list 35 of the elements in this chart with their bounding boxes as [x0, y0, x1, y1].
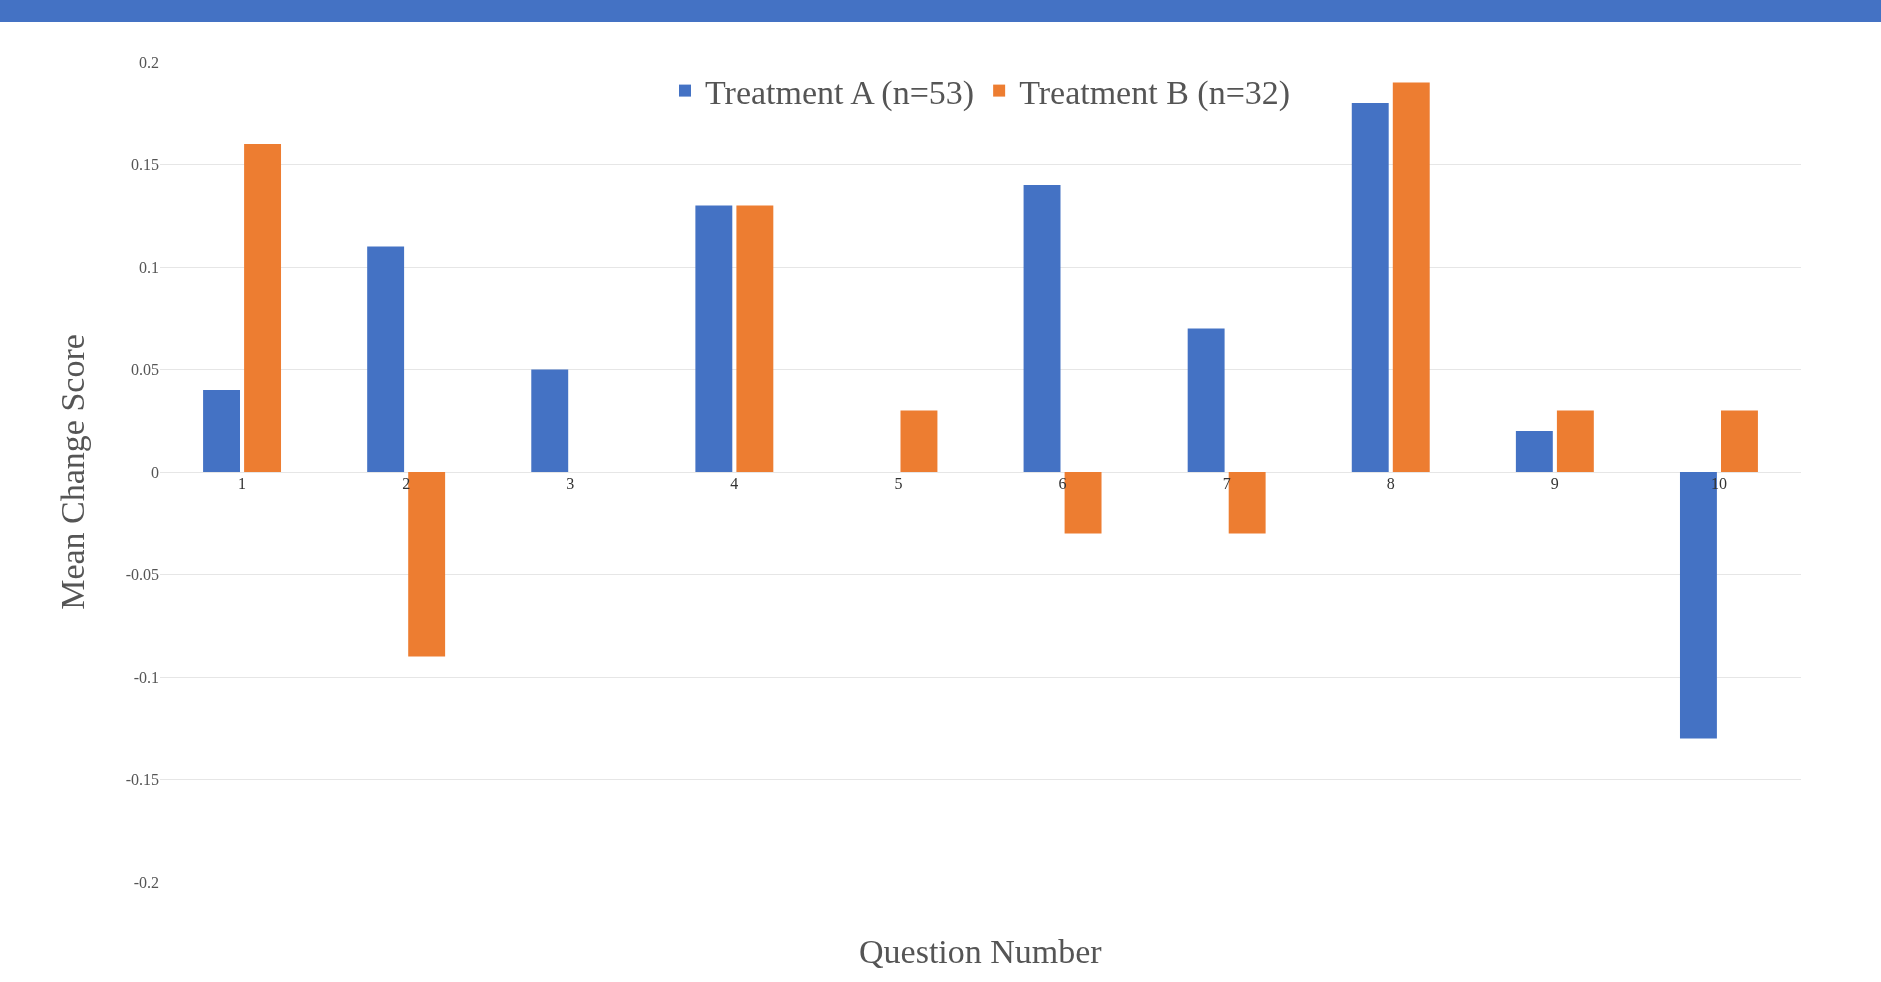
x-tick-label: 8 [1386, 475, 1395, 492]
bar [1351, 103, 1389, 472]
bar [1721, 410, 1758, 472]
bar [900, 410, 938, 472]
y-tick-label: -0.1 [133, 668, 159, 686]
x-tick-label: 3 [566, 475, 575, 492]
bar [1515, 431, 1553, 472]
y-tick-label: 0.15 [131, 156, 159, 174]
y-tick-label: -0.15 [125, 771, 159, 789]
bar [736, 205, 774, 472]
legend-label: Treatment B (n=32) [1019, 73, 1291, 112]
x-tick-label: 5 [894, 475, 903, 492]
bar [1023, 185, 1061, 472]
y-tick-label: -0.05 [125, 566, 159, 584]
bar [203, 390, 240, 472]
x-tick-label: 4 [730, 475, 739, 492]
bar [408, 472, 446, 657]
y-tick-label: 0.2 [139, 53, 159, 71]
bar [695, 205, 733, 472]
y-axis-title: Mean Change Score [54, 334, 92, 610]
y-tick-label: -0.2 [133, 873, 159, 891]
x-tick-label: 9 [1550, 475, 1559, 492]
bar [244, 144, 282, 472]
bar [367, 246, 405, 472]
x-tick-label: 1 [238, 475, 247, 492]
x-axis-title: Question Number [859, 933, 1103, 970]
y-tick-label: 0 [151, 463, 159, 481]
bar [1392, 82, 1430, 472]
bar [531, 369, 569, 472]
y-tick-label: 0.05 [131, 361, 159, 379]
bar [1187, 328, 1225, 472]
bar [1064, 472, 1102, 534]
legend-label: Treatment A (n=53) [705, 73, 975, 112]
bar [1556, 410, 1594, 472]
y-tick-label: 0.1 [139, 258, 159, 276]
